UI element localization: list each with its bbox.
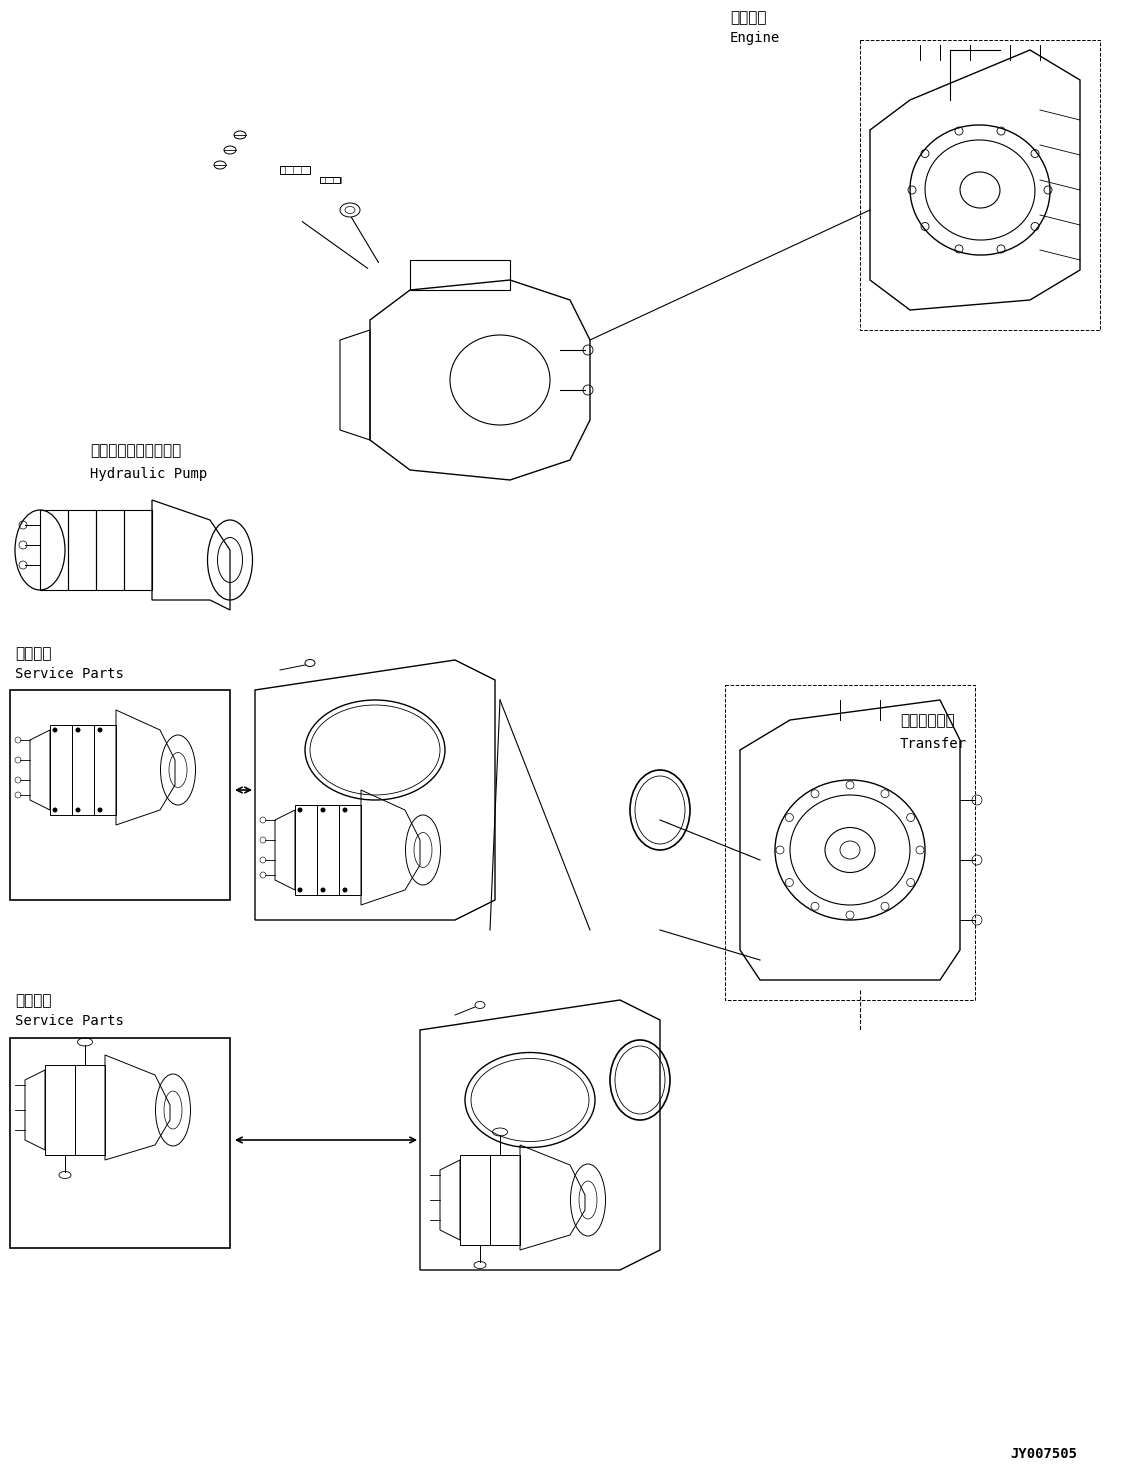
Text: 補給専用: 補給専用 [15, 646, 51, 661]
Text: Service Parts: Service Parts [15, 1014, 124, 1028]
Circle shape [298, 807, 302, 813]
Text: Engine: Engine [730, 31, 780, 44]
Text: 補給専用: 補給専用 [15, 992, 51, 1009]
Circle shape [342, 887, 348, 893]
Text: JY007505: JY007505 [1010, 1447, 1077, 1460]
Circle shape [75, 727, 81, 733]
Text: ハイドロリックポンプ: ハイドロリックポンプ [90, 443, 181, 458]
Bar [10, 690, 230, 900]
Circle shape [52, 807, 57, 813]
Text: トランスファ: トランスファ [899, 712, 955, 729]
Circle shape [298, 887, 302, 893]
Text: Hydraulic Pump: Hydraulic Pump [90, 467, 207, 481]
Text: Transfer: Transfer [899, 738, 967, 751]
Bar [320, 178, 340, 184]
Circle shape [320, 887, 326, 893]
Bar [280, 166, 310, 173]
Circle shape [75, 807, 81, 813]
Circle shape [320, 807, 326, 813]
Circle shape [98, 807, 103, 813]
Bar [10, 1038, 230, 1248]
Text: Service Parts: Service Parts [15, 666, 124, 681]
Circle shape [52, 727, 57, 733]
Circle shape [98, 727, 103, 733]
Text: エンジン: エンジン [730, 10, 766, 25]
Circle shape [342, 807, 348, 813]
